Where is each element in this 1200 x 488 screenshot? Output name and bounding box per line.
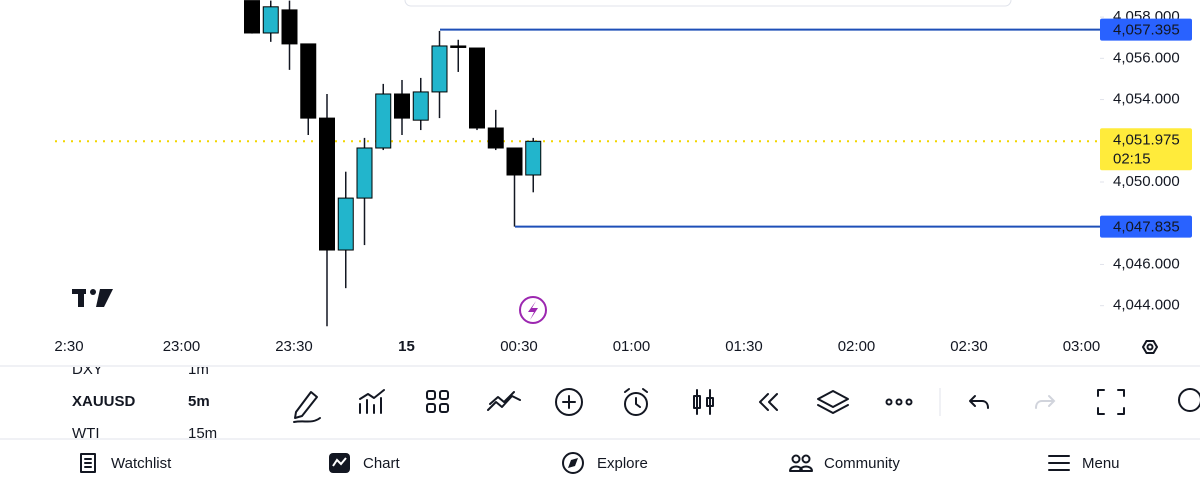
candle-body	[394, 93, 410, 119]
nav-label[interactable]: Community	[824, 455, 900, 472]
countdown-label: 02:15	[1113, 150, 1151, 167]
time-label: 03:00	[1063, 338, 1101, 355]
time-label: 01:30	[725, 338, 763, 355]
last-price-label: 4,051.975	[1113, 131, 1180, 148]
candle-body	[337, 197, 354, 251]
draw-tool[interactable]	[293, 391, 321, 423]
time-label: 2:30	[54, 338, 83, 355]
candle-body	[300, 43, 317, 119]
toolbar	[293, 388, 1200, 423]
candle-body	[412, 91, 429, 121]
chart-icon[interactable]	[329, 453, 350, 473]
symbol-interval: 1m	[188, 361, 209, 378]
level-label: 4,047.835	[1113, 219, 1180, 236]
time-label: 02:30	[950, 338, 988, 355]
time-label: 00:30	[500, 338, 538, 355]
candle-body	[487, 127, 504, 149]
symbol-name: XAUUSD	[72, 393, 136, 410]
layers-tool[interactable]	[817, 390, 849, 414]
candle-body	[356, 147, 373, 199]
add-tool[interactable]	[555, 388, 583, 416]
price-tick-label: 4,054.000	[1113, 91, 1180, 108]
fullscreen-tool[interactable]	[1097, 389, 1125, 415]
symbol-name: DXY	[72, 361, 103, 378]
level-label: 4,057.395	[1113, 22, 1180, 39]
nav-label[interactable]: Menu	[1082, 455, 1120, 472]
symbol-name: WTI	[72, 425, 100, 442]
nav-label[interactable]: Watchlist	[111, 455, 172, 472]
idea-tool[interactable]	[1178, 388, 1200, 412]
top-panel-edge	[404, 0, 1012, 7]
level-tag	[1100, 18, 1192, 41]
compare-tool[interactable]	[487, 391, 521, 411]
plot-area: 4,058.0004,056.0004,054.0004,050.0004,04…	[54, 0, 1192, 355]
price-tick-label: 4,050.000	[1113, 173, 1180, 190]
candle-body	[319, 117, 335, 251]
nav-label[interactable]: Explore	[597, 455, 648, 472]
candle-body	[450, 45, 467, 48]
time-label: 01:00	[613, 338, 651, 355]
redo-tool[interactable]	[1035, 395, 1056, 409]
level-tag	[1100, 215, 1192, 238]
replay-tool[interactable]	[759, 393, 778, 411]
watchlist-icon[interactable]	[80, 453, 96, 473]
explore-icon[interactable]	[562, 452, 584, 474]
tv-logo	[72, 289, 113, 307]
price-tick-label: 4,046.000	[1113, 255, 1180, 272]
price-tick-label: 4,056.000	[1113, 49, 1180, 66]
candle-type-tool[interactable]	[693, 389, 714, 415]
symbol-interval: 15m	[188, 425, 217, 442]
time-label: 23:30	[275, 338, 313, 355]
settings-icon[interactable]	[1142, 340, 1158, 354]
layouts-tool[interactable]	[426, 390, 449, 413]
candle-body	[469, 47, 485, 129]
candle-body	[431, 45, 448, 93]
time-label: 23:00	[163, 338, 201, 355]
candle-body	[281, 9, 298, 45]
community-icon[interactable]	[789, 454, 813, 472]
alert-tool[interactable]	[624, 388, 648, 416]
more-tool[interactable]	[885, 398, 913, 406]
candle-body	[525, 140, 542, 176]
nav-label[interactable]: Chart	[363, 455, 401, 472]
undo-tool[interactable]	[969, 395, 989, 409]
candle-body	[262, 6, 279, 34]
candle-body	[375, 93, 392, 149]
price-tick-label: 4,044.000	[1113, 297, 1180, 314]
time-label: 15	[398, 338, 415, 355]
nav-icons	[80, 452, 1070, 474]
candle-body	[506, 147, 523, 176]
menu-icon[interactable]	[1048, 455, 1070, 471]
flash-icon[interactable]	[519, 296, 547, 324]
last-price-tag	[1100, 128, 1192, 171]
indicators-tool[interactable]	[359, 389, 385, 414]
symbol-list[interactable]: DXY 1m XAUUSD 5m WTI 15m	[72, 361, 217, 442]
candle-body	[244, 0, 260, 34]
time-label: 02:00	[838, 338, 876, 355]
symbol-interval: 5m	[188, 393, 210, 410]
bottom-nav: Watchlist Chart Explore Community Menu	[111, 455, 1120, 472]
